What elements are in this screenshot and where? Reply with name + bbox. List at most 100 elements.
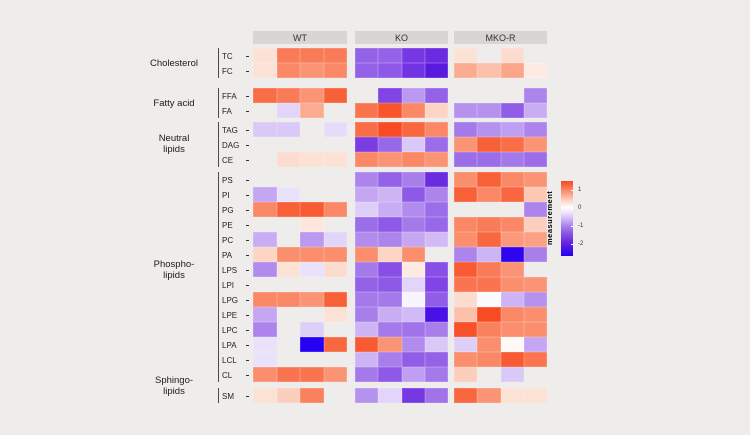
heatmap-cell-tag-wt-4 [323,122,347,137]
heatmap-cell-pc-wt-3 [300,232,324,247]
row-tick-lpg [246,299,249,301]
heatmap-cell-pg-ko-3 [401,202,425,217]
class-label-phospho-lipids: Phospho-lipids [153,259,195,281]
heatmap-cell-lpa-ko-1 [355,337,379,352]
heatmap-cell-pi-wt-2 [276,187,300,202]
heatmap-cell-sm-ko-4 [424,388,448,403]
heatmap-cell-cl-wt-1 [253,367,277,382]
class-label-sphingo-lipids: Sphingo-lipids [154,375,194,397]
heatmap-cell-fa-ko-2 [378,103,402,118]
heatmap-cell-ffa-wt-3 [300,88,324,103]
row-label-pa: PA [222,250,233,260]
heatmap-cell-pc-mko-r-1 [454,232,478,247]
row-label-tag: TAG [222,125,238,135]
heatmap-cell-tag-wt-1 [253,122,277,137]
row-label-dag: DAG [222,140,240,150]
heatmap-cell-pi-ko-1 [355,187,379,202]
heatmap-cell-dag-ko-4 [424,137,448,152]
heatmap-cell-lpc-wt-3 [300,322,324,337]
heatmap-cell-pg-wt-4 [323,202,347,217]
heatmap-cell-lcl-mko-r-2 [477,352,501,367]
heatmap-cell-lpi-mko-r-4 [523,277,547,292]
heatmap-cell-lpa-ko-4 [424,337,448,352]
heatmap-cell-fa-ko-3 [401,103,425,118]
heatmap-cell-ffa-mko-r-4 [523,88,547,103]
heatmap-cell-lpg-ko-1 [355,292,379,307]
heatmap-cell-pc-ko-2 [378,232,402,247]
heatmap-cell-ce-wt-2 [276,152,300,167]
heatmap-cell-ce-mko-r-4 [523,152,547,167]
heatmap-cell-pe-ko-3 [401,217,425,232]
heatmap-cell-lpe-mko-r-4 [523,307,547,322]
heatmap-cell-pe-mko-r-3 [500,217,524,232]
heatmap-cell-lpe-mko-r-3 [500,307,524,322]
row-tick-pc [246,239,249,241]
heatmap-cell-ffa-ko-4 [424,88,448,103]
heatmap-cell-pa-mko-r-1 [454,247,478,262]
heatmap-cell-lps-ko-1 [355,262,379,277]
heatmap-cell-lpa-ko-3 [401,337,425,352]
heatmap-cell-tc-ko-4 [424,48,448,63]
heatmap-cell-ce-ko-2 [378,152,402,167]
heatmap-cell-lpg-mko-r-2 [477,292,501,307]
heatmap-cell-fc-wt-3 [300,63,324,78]
heatmap-cell-lpa-mko-r-3 [500,337,524,352]
heatmap-cell-lpg-mko-r-3 [500,292,524,307]
heatmap-cell-ps-mko-r-2 [477,172,501,187]
heatmap-cell-cl-wt-2 [276,367,300,382]
heatmap-cell-lcl-wt-1 [253,352,277,367]
heatmap-cell-lpc-ko-4 [424,322,448,337]
row-label-lpi: LPI [222,280,235,290]
heatmap-cell-lpe-ko-2 [378,307,402,322]
heatmap-cell-fc-wt-2 [276,63,300,78]
heatmap-cell-fc-ko-1 [355,63,379,78]
row-label-lpc: LPC [222,325,238,335]
row-label-lpa: LPA [222,340,237,350]
heatmap-cell-ce-wt-4 [323,152,347,167]
heatmap-cell-ffa-wt-4 [323,88,347,103]
legend-tick-label-0: 0 [578,204,582,211]
heatmap-cell-lpg-ko-4 [424,292,448,307]
heatmap-cell-dag-ko-1 [355,137,379,152]
heatmap-cell-lpg-mko-r-4 [523,292,547,307]
heatmap-cell-fa-mko-r-3 [500,103,524,118]
heatmap-cell-tag-wt-2 [276,122,300,137]
row-tick-lpc [246,329,249,331]
heatmap-cell-lps-ko-4 [424,262,448,277]
row-label-lpe: LPE [222,310,238,320]
heatmap-cell-pa-wt-1 [253,247,277,262]
heatmap-cell-lcl-ko-4 [424,352,448,367]
heatmap-cell-fa-ko-1 [355,103,379,118]
row-tick-ps [246,179,249,181]
class-bracket-phospho-lipids [218,172,220,382]
heatmap-cell-pg-ko-1 [355,202,379,217]
heatmap-cell-lpg-ko-2 [378,292,402,307]
heatmap-cell-dag-mko-r-3 [500,137,524,152]
row-tick-sm [246,395,249,397]
heatmap-cell-ps-mko-r-3 [500,172,524,187]
row-label-fc: FC [222,66,233,76]
facet-header-ko: KO [355,31,448,44]
row-label-cl: CL [222,370,233,380]
heatmap-cell-lps-wt-1 [253,262,277,277]
heatmap-cell-tc-wt-4 [323,48,347,63]
heatmap-cell-cl-ko-2 [378,367,402,382]
heatmap-cell-ce-mko-r-3 [500,152,524,167]
heatmap-cell-ce-ko-1 [355,152,379,167]
heatmap-cell-lpg-wt-4 [323,292,347,307]
heatmap-cell-pc-wt-4 [323,232,347,247]
heatmap-cell-pi-mko-r-4 [523,187,547,202]
heatmap-cell-pa-ko-1 [355,247,379,262]
heatmap-cell-lps-wt-2 [276,262,300,277]
heatmap-cell-tc-ko-3 [401,48,425,63]
heatmap-cell-pe-ko-2 [378,217,402,232]
heatmap-cell-cl-wt-3 [300,367,324,382]
heatmap-cell-lps-wt-3 [300,262,324,277]
heatmap-cell-lpc-mko-r-2 [477,322,501,337]
heatmap-cell-ps-ko-2 [378,172,402,187]
heatmap-cell-pa-wt-4 [323,247,347,262]
heatmap-cell-lpi-mko-r-1 [454,277,478,292]
row-label-pi: PI [222,190,230,200]
legend-tick-label--1: -1 [578,222,584,229]
